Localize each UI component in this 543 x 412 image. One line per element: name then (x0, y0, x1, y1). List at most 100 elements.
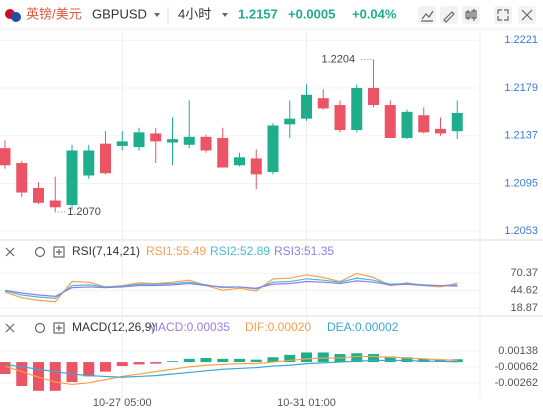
settings-icon[interactable] (34, 322, 46, 334)
candle-body (267, 125, 279, 173)
legend-entry: DIF:0.00020 (245, 320, 311, 334)
draw-icon[interactable] (443, 11, 455, 23)
candle-body (435, 128, 446, 134)
candle-body (217, 137, 229, 168)
macd-bar (66, 362, 78, 383)
candle-body (16, 162, 28, 193)
rsi-header: RSI(7,14,21) (5, 244, 140, 258)
y-tick-label: -0.00262 (495, 377, 538, 389)
legend-entry: RSI2:52.89 (210, 244, 270, 258)
macd-header: MACD(12,26,9) (5, 320, 155, 334)
y-tick-label: -0.00062 (495, 361, 538, 373)
macd-bar (234, 358, 245, 363)
macd-bar (83, 362, 95, 377)
candle-body (133, 132, 145, 148)
period[interactable]: 4小时 (178, 6, 211, 21)
candle-body (234, 157, 245, 166)
macd-bar (401, 357, 413, 363)
macd-bar (301, 352, 312, 363)
y-tick-label: 1.2221 (504, 34, 538, 46)
header: 英镑/美元 GBPUSD 4小时 1.2157 +0.0005 +0.04% (5, 6, 536, 24)
candle-body (368, 87, 379, 106)
y-tick-label: 1.2137 (504, 130, 538, 142)
legend-entry: MACD:0.00035 (148, 320, 230, 334)
x-tick-label: 10-31 01:00 (277, 397, 336, 409)
candle-body (49, 200, 61, 208)
macd-bar (250, 359, 262, 363)
macd-bar (418, 358, 430, 363)
macd-bar (167, 361, 178, 363)
macd-bar (267, 357, 279, 363)
macd-line (4, 355, 458, 386)
candle-body (351, 87, 363, 131)
candle-body (83, 150, 95, 176)
macd-line (4, 359, 458, 378)
macd-bar (116, 362, 128, 367)
legend-entry: RSI3:51.35 (274, 244, 334, 258)
dropdown-arrow[interactable] (154, 13, 160, 17)
close-icon[interactable] (521, 9, 533, 21)
change-pct: +0.04% (352, 6, 397, 21)
y-tick-label: 1.2095 (504, 177, 538, 189)
y-tick-label: 18.87 (510, 302, 538, 314)
macd-bar (384, 356, 396, 363)
pair[interactable]: 英镑/美元 (26, 6, 82, 21)
candle-body (250, 158, 262, 175)
candle-body (0, 148, 11, 166)
add-icon[interactable] (53, 322, 65, 334)
candle-body (183, 136, 195, 145)
toolbar (418, 6, 536, 24)
candle-body (334, 105, 346, 131)
candle-body (116, 141, 128, 146)
add-icon[interactable] (56, 249, 62, 255)
macd-bar (317, 352, 329, 363)
macd-title: MACD(12,26,9) (72, 320, 155, 334)
change: +0.0005 (288, 6, 335, 21)
macd-bar (49, 362, 61, 391)
candle-body (451, 112, 463, 132)
fullscreen-icon[interactable] (497, 9, 509, 21)
macd-bar (0, 362, 11, 375)
close-icon[interactable] (5, 323, 15, 333)
price: 1.2157 (238, 6, 278, 21)
annotation: 1.2070 (67, 206, 101, 218)
candle-body (167, 139, 178, 143)
candle-body (418, 115, 430, 133)
macd-bar (451, 359, 463, 363)
add-icon[interactable] (53, 246, 65, 258)
macd-bar (33, 362, 44, 391)
candle-button[interactable] (462, 6, 480, 24)
legend-entry: DEA:0.00002 (327, 320, 399, 334)
macd-bar (133, 362, 145, 365)
add-icon[interactable] (56, 325, 62, 331)
candle-icon[interactable] (465, 9, 477, 21)
candle-body (100, 143, 111, 174)
dropdown-arrow[interactable] (222, 13, 228, 17)
candle-body (33, 187, 44, 203)
close-icon[interactable] (5, 247, 15, 257)
rsi-title: RSI(7,14,21) (72, 244, 140, 258)
candle-body (66, 150, 78, 206)
symbol[interactable]: GBPUSD (92, 6, 147, 21)
rsi-line (4, 272, 458, 303)
settings-icon[interactable] (34, 246, 46, 258)
rsi-line (4, 280, 458, 297)
candle-body (384, 105, 396, 138)
x-tick-label: 10-27 05:00 (93, 397, 152, 409)
y-tick-label: 0.00138 (498, 345, 538, 357)
flag-icon (11, 12, 21, 22)
macd-bar (351, 353, 363, 363)
legend-entry: RSI1:55.49 (146, 244, 206, 258)
macd-bar (217, 358, 229, 363)
macd-bar (16, 362, 28, 387)
candle-body (401, 111, 413, 138)
macd-bar (200, 358, 212, 363)
indicator-icon[interactable] (421, 10, 434, 22)
y-tick-label: 44.62 (510, 284, 538, 296)
macd-bar (150, 362, 162, 364)
macd-bar (100, 362, 111, 372)
y-tick-label: 1.2179 (504, 82, 538, 94)
fullscreen-button[interactable] (494, 6, 512, 24)
